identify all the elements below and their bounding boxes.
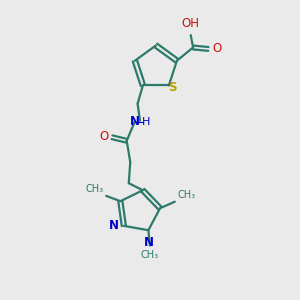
Text: N: N bbox=[144, 236, 154, 248]
Text: O: O bbox=[99, 130, 109, 143]
Text: CH₃: CH₃ bbox=[86, 184, 104, 194]
Text: N: N bbox=[109, 219, 118, 232]
Text: O: O bbox=[212, 43, 221, 56]
Text: S: S bbox=[168, 81, 177, 94]
Text: CH₃: CH₃ bbox=[141, 250, 159, 260]
Text: N: N bbox=[130, 116, 140, 128]
Text: CH₃: CH₃ bbox=[177, 190, 195, 200]
Text: H: H bbox=[142, 117, 151, 127]
Text: OH: OH bbox=[182, 17, 200, 30]
